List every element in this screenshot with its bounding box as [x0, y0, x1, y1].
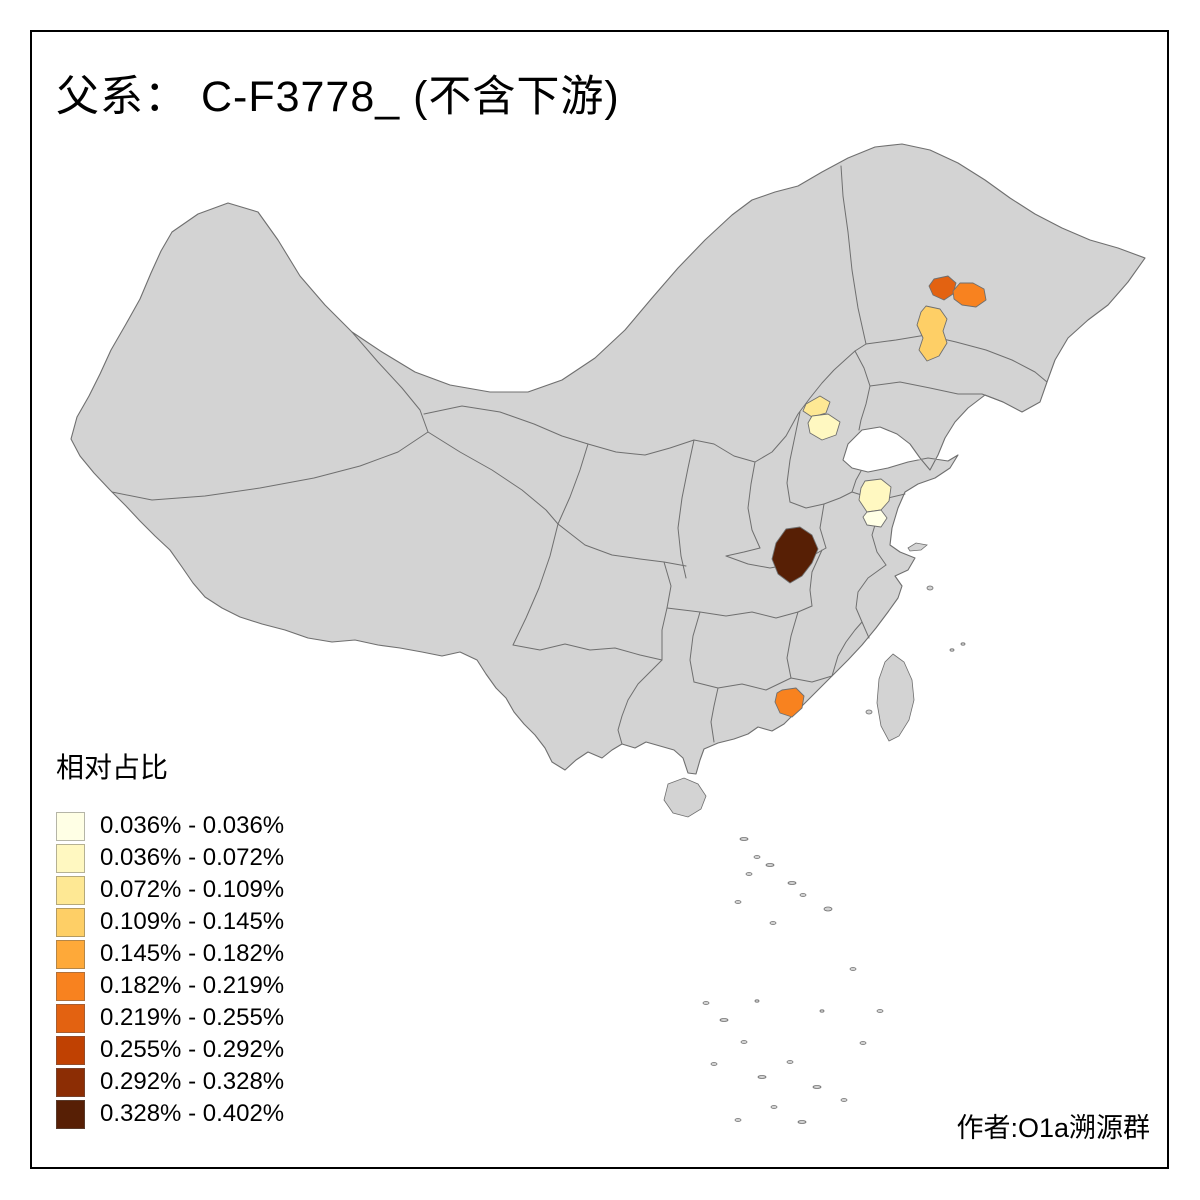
legend-item: 0.109% - 0.145% — [56, 906, 284, 938]
legend-title: 相对占比 — [56, 752, 169, 783]
attribution-text: 作者:O1a溯源群 — [956, 1113, 1150, 1143]
legend-range-label: 0.292% - 0.328% — [100, 1068, 285, 1095]
legend-color-swatch — [56, 875, 85, 905]
legend-range-label: 0.109% - 0.145% — [100, 908, 285, 935]
legend-item: 0.145% - 0.182% — [56, 938, 284, 970]
legend-color-swatch — [56, 907, 85, 937]
taiwan-island — [876, 653, 915, 742]
china-mainland — [70, 143, 1146, 775]
jiangsu-lower-patch — [862, 509, 888, 528]
legend-item: 0.072% - 0.109% — [56, 874, 284, 906]
legend-range-label: 0.036% - 0.036% — [100, 812, 285, 839]
northeast-west-patch — [928, 275, 957, 301]
legend-range-label: 0.219% - 0.255% — [100, 1004, 285, 1031]
legend-color-swatch — [56, 843, 85, 873]
chongming-island — [907, 542, 928, 552]
legend-range-label: 0.255% - 0.292% — [100, 1036, 285, 1063]
legend-color-swatch — [56, 939, 85, 969]
legend-item: 0.036% - 0.036% — [56, 810, 284, 842]
hubei-patch — [771, 526, 819, 584]
northeast-east-patch — [952, 282, 987, 308]
legend-color-swatch — [56, 1035, 85, 1065]
legend-color-swatch — [56, 1067, 85, 1097]
legend-item: 0.219% - 0.255% — [56, 1002, 284, 1034]
legend-color-swatch — [56, 811, 85, 841]
hainan-island — [663, 777, 707, 818]
highlighted-regions — [771, 275, 987, 718]
islands — [663, 542, 966, 1124]
legend-color-swatch — [56, 1003, 85, 1033]
northeast-lower-patch — [916, 305, 948, 362]
legend-color-swatch — [56, 971, 85, 1001]
legend-item: 0.182% - 0.219% — [56, 970, 284, 1002]
province-borders — [111, 165, 1048, 745]
legend-range-label: 0.036% - 0.072% — [100, 844, 285, 871]
guangdong-patch — [774, 687, 805, 718]
legend-range-label: 0.145% - 0.182% — [100, 940, 285, 967]
legend-item: 0.328% - 0.402% — [56, 1098, 284, 1130]
legend-color-swatch — [56, 1099, 85, 1129]
hebei-upper-patch — [802, 395, 831, 418]
legend-range-label: 0.328% - 0.402% — [100, 1100, 285, 1127]
hebei-lower-patch — [807, 413, 841, 441]
legend-range-label: 0.182% - 0.219% — [100, 972, 285, 999]
legend-items: 0.036% - 0.036% 0.036% - 0.072% 0.072% - 0… — [56, 810, 284, 1130]
map-title: 父系： C-F3778_ (不含下游) — [56, 73, 620, 121]
legend-item: 0.036% - 0.072% — [56, 842, 284, 874]
legend-item: 0.255% - 0.292% — [56, 1034, 284, 1066]
legend-item: 0.292% - 0.328% — [56, 1066, 284, 1098]
legend: 相对占比 0.036% - 0.036% 0.036% - 0.072% 0.072… — [56, 746, 284, 1130]
legend-range-label: 0.072% - 0.109% — [100, 876, 285, 903]
south-china-sea-islands — [702, 585, 966, 1124]
